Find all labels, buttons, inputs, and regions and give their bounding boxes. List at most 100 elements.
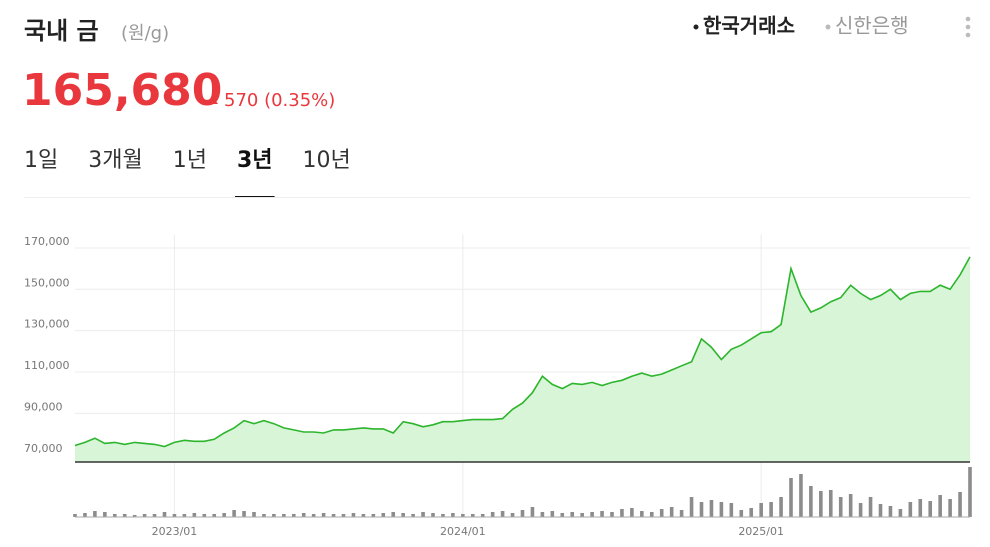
volume-bar — [431, 513, 435, 517]
volume-bar — [848, 494, 853, 517]
volume-bar — [202, 514, 207, 517]
source-dot — [693, 24, 699, 30]
volume-bar — [301, 513, 306, 517]
volume-bar — [888, 506, 893, 517]
volume-bar — [550, 511, 555, 517]
volume-bar — [719, 502, 724, 517]
source-dot — [825, 24, 831, 30]
volume-bar — [152, 514, 157, 517]
volume-bar — [112, 514, 117, 517]
x-tick-label: 2025/01 — [738, 525, 784, 538]
volume-bar — [291, 514, 296, 517]
period-tab[interactable]: 1년 — [173, 148, 207, 173]
volume-bar — [580, 513, 584, 517]
volume-bar — [590, 512, 594, 517]
volume-bar — [103, 512, 107, 517]
volume-bar — [938, 495, 942, 517]
y-tick-label: 130,000 — [24, 318, 70, 331]
volume-bar — [649, 512, 654, 517]
y-tick-label: 170,000 — [24, 235, 70, 248]
volume-bar — [958, 492, 962, 517]
volume-bar — [470, 514, 475, 517]
volume-bar — [182, 514, 187, 517]
volume-bar — [819, 491, 823, 517]
volume-bar — [252, 512, 256, 517]
volume-bar — [341, 514, 346, 517]
volume-bar — [729, 503, 734, 517]
volume-bar — [321, 513, 326, 517]
volume-bar — [162, 512, 167, 517]
volume-bar — [421, 512, 425, 517]
volume-bar — [898, 509, 903, 517]
volume-bar — [530, 507, 535, 517]
unit: (원/g) — [121, 23, 169, 44]
volume-bar — [93, 511, 97, 517]
volume-bar — [212, 514, 217, 517]
price-line — [74, 256, 971, 448]
x-tick-label: 2023/01 — [152, 525, 198, 538]
volume-bar — [669, 507, 674, 517]
volume-bar — [451, 513, 455, 517]
volume-bar — [878, 504, 883, 517]
price: 165,680 — [22, 65, 222, 116]
volume-bar — [351, 513, 356, 517]
period-tab[interactable]: 3개월 — [88, 148, 142, 173]
y-tick-label: 90,000 — [24, 400, 63, 413]
more-menu[interactable] — [965, 16, 971, 38]
volume-bar — [461, 514, 465, 517]
volume-bar — [391, 512, 396, 517]
volume-bar — [540, 512, 545, 517]
volume-bar — [441, 514, 445, 517]
volume-bar — [689, 497, 694, 517]
volume-bar — [699, 502, 704, 517]
period-tab[interactable]: 10년 — [303, 148, 351, 173]
volume-bar — [948, 499, 952, 517]
volume-bar — [789, 478, 793, 517]
volume-bar — [560, 513, 565, 517]
volume-bar — [749, 508, 754, 517]
volume-bar — [381, 513, 386, 517]
volume-bar — [570, 512, 575, 517]
volume-bar — [809, 486, 813, 517]
volume-bar — [659, 509, 664, 517]
volume-bar — [520, 510, 525, 517]
volume-bar — [709, 500, 714, 517]
volume-bar — [282, 514, 286, 517]
period-tab[interactable]: 3년 — [237, 148, 273, 173]
source-switch: 한국거래소 신한은행 — [693, 14, 909, 38]
volume-bar — [122, 514, 127, 517]
volume-bar — [500, 511, 505, 517]
volume-bar — [262, 514, 266, 517]
volume-bar — [610, 512, 614, 517]
x-tick-label: 2024/01 — [440, 525, 486, 538]
volume-bar — [172, 514, 177, 517]
volume-bar — [838, 497, 843, 517]
volume-bar — [222, 513, 226, 517]
y-tick-label: 70,000 — [24, 442, 63, 455]
volume-bar — [739, 510, 744, 517]
volume-bar — [361, 514, 366, 517]
volume-bar — [679, 510, 684, 517]
source-option[interactable]: 한국거래소 — [703, 14, 795, 38]
volume-bar — [799, 474, 803, 517]
volume-bar — [928, 501, 933, 517]
volume-bar — [868, 497, 873, 517]
volume-bar — [272, 514, 276, 517]
period-tab[interactable]: 1일 — [24, 148, 58, 173]
volume-bar — [620, 509, 624, 517]
chart: 70,000 90,000 110,000 130,000 150,000 170,000… — [24, 234, 972, 538]
title: 국내 금 — [24, 17, 99, 45]
volume-bar — [232, 510, 236, 517]
volume-bar — [411, 514, 415, 517]
volume-bar — [73, 514, 77, 517]
volume-bar — [779, 497, 783, 517]
volume-bar — [769, 502, 773, 517]
volume-bar — [331, 514, 336, 517]
volume-bar — [490, 512, 495, 517]
volume-bar — [918, 499, 923, 517]
source-option[interactable]: 신한은행 — [835, 14, 909, 38]
volume-bar — [858, 503, 863, 517]
volume-bar — [192, 513, 197, 517]
change: 570 (0.35%) — [224, 90, 335, 111]
